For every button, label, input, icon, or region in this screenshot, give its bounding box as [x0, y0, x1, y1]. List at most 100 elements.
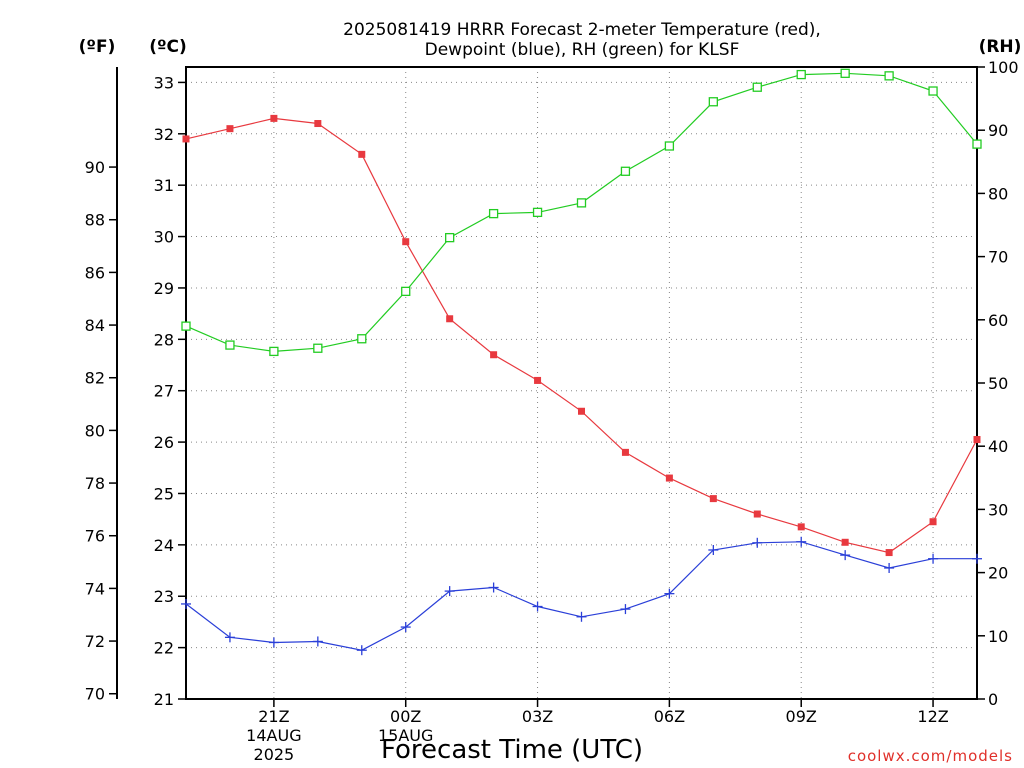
data-point: [534, 376, 542, 384]
rh-tick-label: 50: [988, 374, 1008, 393]
x-date-label: 15AUG: [378, 726, 433, 745]
celsius-tick-label: 24: [154, 536, 174, 555]
data-point: [270, 114, 278, 122]
data-point: [664, 588, 675, 599]
data-point: [972, 553, 982, 564]
rh-tick-label: 90: [988, 121, 1008, 140]
data-point: [665, 474, 673, 482]
rh-tick-label: 40: [988, 437, 1008, 456]
x-tick-label: 00Z: [390, 707, 421, 726]
x-tick-label: 21Z: [258, 707, 289, 726]
fahrenheit-tick-label: 80: [85, 421, 105, 440]
fahrenheit-tick-label: 74: [85, 579, 105, 598]
celsius-tick-label: 23: [154, 587, 174, 606]
fahrenheit-tick-label: 82: [85, 369, 105, 388]
data-point: [268, 637, 279, 648]
fahrenheit-axis-unit: (ºF): [79, 37, 116, 57]
data-point: [884, 562, 895, 573]
data-point: [446, 315, 454, 323]
celsius-tick-label: 30: [154, 228, 174, 247]
data-point: [182, 135, 190, 143]
data-point: [620, 166, 631, 176]
rh-tick-label: 10: [988, 627, 1008, 646]
rh-tick-label: 20: [988, 564, 1008, 583]
series-2: [181, 68, 982, 357]
x-tick-label: 03Z: [522, 707, 553, 726]
celsius-tick-label: 32: [154, 125, 174, 144]
data-point: [400, 622, 411, 633]
x-date-label: 14AUG: [246, 726, 301, 745]
data-point: [972, 139, 982, 149]
celsius-tick-label: 28: [154, 330, 174, 349]
fahrenheit-tick-label: 70: [85, 685, 105, 704]
data-point: [358, 150, 366, 158]
data-point: [532, 207, 543, 218]
rh-tick-label: 70: [988, 248, 1008, 267]
data-point: [314, 120, 322, 128]
data-point: [490, 351, 498, 359]
rh-tick-label: 0: [988, 690, 998, 709]
rh-axis-unit: (RH): [979, 37, 1022, 57]
data-point: [576, 611, 587, 622]
fahrenheit-tick-label: 78: [85, 474, 105, 493]
data-point: [709, 495, 717, 503]
fahrenheit-tick-label: 88: [85, 211, 105, 230]
celsius-tick-label: 25: [154, 484, 174, 503]
data-point: [708, 97, 718, 107]
x-tick-label: 09Z: [786, 707, 817, 726]
fahrenheit-tick-label: 76: [85, 527, 105, 546]
celsius-tick-label: 27: [154, 382, 174, 401]
data-point: [401, 286, 411, 297]
data-point: [753, 510, 761, 518]
celsius-tick-label: 21: [154, 690, 174, 709]
series: [181, 68, 982, 656]
celsius-axis-unit: (ºC): [149, 37, 187, 57]
data-point: [445, 232, 455, 243]
data-point: [357, 334, 367, 344]
data-point: [885, 549, 893, 557]
data-point: [226, 125, 234, 133]
chart-title-line2: Dewpoint (blue), RH (green) for KLSF: [425, 40, 740, 60]
data-point: [840, 68, 850, 78]
data-point: [928, 553, 939, 564]
credit-text: coolwx.com/models: [848, 747, 1013, 765]
data-point: [269, 346, 279, 357]
data-point: [181, 321, 191, 331]
data-point: [708, 544, 719, 555]
x-date-label: 2025: [254, 745, 295, 764]
data-point: [752, 537, 763, 548]
data-point: [840, 550, 851, 561]
data-point: [621, 448, 629, 456]
data-point: [841, 538, 849, 546]
x-tick-label: 12Z: [917, 707, 948, 726]
data-point: [796, 536, 807, 547]
data-point: [312, 636, 323, 647]
data-point: [576, 198, 587, 208]
data-point: [225, 340, 235, 350]
data-point: [532, 601, 543, 612]
fahrenheit-tick-label: 84: [85, 316, 105, 335]
x-axis-label: Forecast Time (UTC): [381, 735, 643, 765]
celsius-tick-label: 29: [154, 279, 174, 298]
celsius-tick-label: 22: [154, 639, 174, 658]
data-point: [488, 208, 499, 219]
rh-tick-label: 100: [988, 58, 1019, 77]
fahrenheit-tick-label: 90: [85, 158, 105, 177]
data-point: [620, 604, 631, 615]
x-tick-label: 06Z: [654, 707, 685, 726]
series-1: [181, 536, 982, 656]
data-point: [578, 407, 585, 415]
data-point: [752, 82, 762, 92]
data-point: [313, 343, 323, 353]
celsius-tick-label: 33: [154, 73, 174, 92]
axes: 70 72 74 76 78 80 82 84 86 88 90 21 22 23 24 25 26 27 28 29…: [85, 58, 1019, 764]
chart-title-line1: 2025081419 HRRR Forecast 2-meter Tempera…: [343, 20, 821, 40]
celsius-tick-label: 31: [154, 176, 174, 195]
data-point: [224, 632, 235, 643]
fahrenheit-tick-label: 72: [85, 632, 105, 651]
data-point: [884, 71, 894, 81]
celsius-tick-label: 26: [154, 433, 174, 452]
rh-tick-label: 30: [988, 500, 1008, 519]
data-point: [796, 69, 806, 80]
